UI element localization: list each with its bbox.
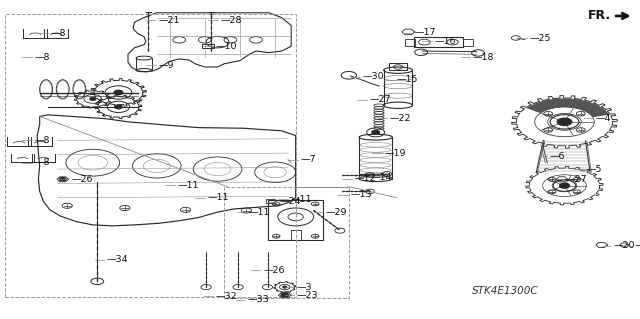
- Text: —16: —16: [435, 37, 456, 46]
- Text: —15: —15: [396, 75, 418, 84]
- Bar: [463, 39, 473, 46]
- Text: —21: —21: [158, 16, 180, 25]
- Text: —27: —27: [369, 95, 391, 104]
- Text: —4: —4: [596, 114, 611, 122]
- Circle shape: [559, 183, 570, 188]
- Bar: [414, 37, 463, 47]
- Circle shape: [283, 286, 287, 288]
- Text: —28: —28: [220, 16, 242, 25]
- Bar: [266, 199, 275, 203]
- Circle shape: [557, 118, 572, 125]
- Circle shape: [60, 178, 66, 181]
- Bar: [224, 187, 349, 298]
- Text: —24: —24: [280, 197, 301, 206]
- Circle shape: [281, 293, 289, 297]
- Bar: [5, 14, 296, 297]
- Bar: [291, 230, 301, 240]
- Text: —19: —19: [385, 149, 406, 158]
- Text: —8: —8: [35, 158, 50, 167]
- Text: —32: —32: [216, 292, 237, 300]
- Text: —29: —29: [326, 208, 348, 217]
- Text: —11: —11: [291, 195, 312, 204]
- Bar: [389, 63, 407, 70]
- Text: —7: —7: [300, 155, 316, 164]
- Polygon shape: [527, 99, 609, 117]
- Text: —31: —31: [634, 241, 640, 250]
- Text: —11: —11: [207, 193, 229, 202]
- Text: —8: —8: [35, 136, 50, 145]
- Circle shape: [372, 130, 380, 134]
- Text: —27: —27: [566, 175, 588, 184]
- Text: —8: —8: [51, 29, 66, 38]
- Circle shape: [559, 119, 570, 125]
- Text: —14: —14: [371, 173, 392, 182]
- Text: —26: —26: [71, 175, 93, 184]
- Text: —17: —17: [414, 28, 436, 37]
- Text: —13: —13: [350, 190, 372, 199]
- Text: —10: —10: [216, 42, 237, 51]
- Text: STK4E1300C: STK4E1300C: [472, 286, 539, 296]
- Circle shape: [560, 183, 569, 188]
- Text: —18: —18: [473, 53, 495, 62]
- Circle shape: [115, 105, 122, 109]
- Text: —12: —12: [355, 174, 376, 183]
- Text: —11: —11: [177, 181, 199, 189]
- Circle shape: [114, 90, 123, 95]
- Text: —6: —6: [550, 152, 565, 161]
- Bar: [269, 200, 323, 240]
- Text: —20: —20: [614, 241, 636, 250]
- Text: —23: —23: [297, 291, 319, 300]
- Circle shape: [90, 98, 96, 100]
- Text: —9: —9: [158, 61, 173, 70]
- Text: FR.: FR.: [588, 10, 611, 22]
- Bar: [202, 44, 214, 48]
- Text: —25: —25: [529, 34, 551, 43]
- Text: —22: —22: [390, 114, 412, 122]
- Text: —3: —3: [297, 283, 312, 292]
- Text: —26: —26: [263, 266, 285, 275]
- Text: —33: —33: [248, 295, 269, 304]
- Bar: [405, 39, 415, 46]
- Text: —11: —11: [249, 208, 271, 217]
- Text: —5: —5: [586, 165, 602, 174]
- Text: —8: —8: [35, 53, 50, 62]
- Text: —34: —34: [107, 256, 129, 264]
- Text: —30: —30: [363, 72, 385, 81]
